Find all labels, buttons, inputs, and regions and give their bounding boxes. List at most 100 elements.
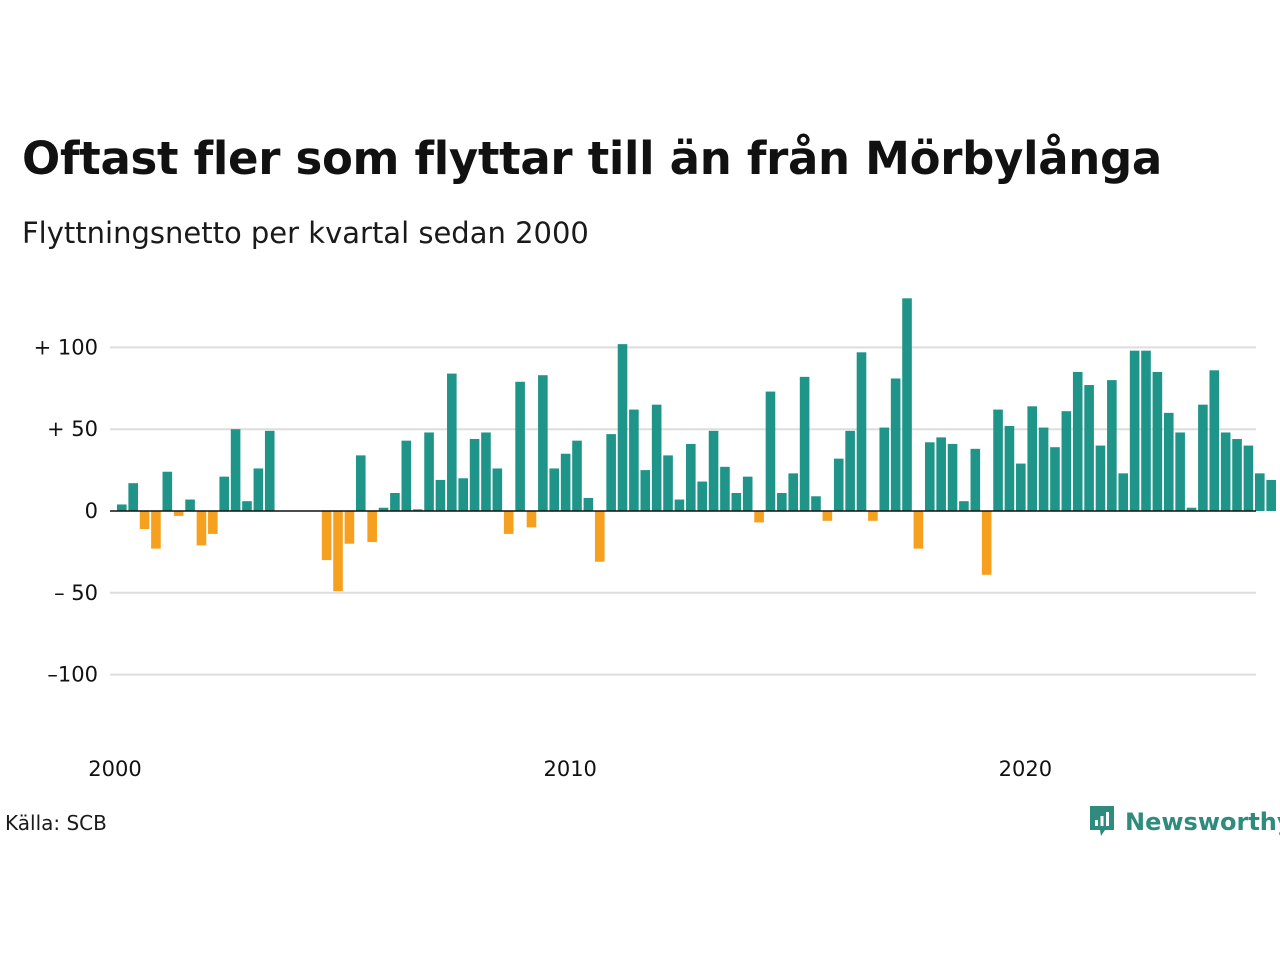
y-tick-label: – 50 — [54, 581, 98, 605]
bar-2024K4 — [1243, 445, 1254, 511]
bar-2013K1 — [708, 430, 719, 511]
bar-2022K2 — [1129, 350, 1140, 511]
bar-2007K4 — [469, 439, 480, 511]
bar-2006K4 — [424, 432, 434, 511]
bar-2018K3 — [959, 501, 969, 511]
bar-2020K2 — [1038, 427, 1049, 511]
source-note: Källa: SCB — [5, 811, 107, 835]
bar-2000K3 — [139, 511, 150, 529]
bar-2012K2 — [674, 499, 685, 511]
bar-2009K3 — [549, 468, 560, 511]
bar-2001K1 — [162, 471, 173, 511]
bar-2016K1 — [845, 430, 855, 511]
bar-2008K1 — [481, 432, 491, 511]
bar-2024K1 — [1209, 370, 1220, 511]
bars — [117, 298, 1276, 592]
bar-2015K4 — [833, 458, 844, 511]
bar-2004K4 — [333, 511, 343, 592]
bar-2018K1 — [936, 437, 946, 511]
bar-2005K3 — [367, 511, 377, 543]
bar-2019K3 — [1004, 425, 1015, 511]
bar-2024K3 — [1232, 439, 1242, 511]
y-tick-label: + 100 — [34, 335, 98, 359]
chart-subtitle: Flyttningsnetto per kvartal sedan 2000 — [22, 216, 589, 250]
bar-2002K3 — [230, 429, 241, 511]
bar-2022K4 — [1152, 371, 1163, 511]
bar-2009K4 — [560, 453, 571, 511]
bar-2018K4 — [970, 448, 981, 511]
bar-2011K2 — [629, 409, 639, 511]
bar-2006K2 — [401, 440, 412, 511]
newsworthy-logo-icon — [1090, 806, 1114, 836]
bar-2019K1 — [981, 511, 992, 575]
bar-2005K1 — [344, 511, 355, 544]
bar-2020K3 — [1050, 447, 1060, 511]
bar-2001K2 — [173, 511, 184, 516]
bar-2021K3 — [1095, 445, 1106, 511]
bar-2002K1 — [208, 511, 218, 534]
bar-2002K4 — [242, 501, 252, 511]
chart-title: Oftast fler som flyttar till än från Mör… — [22, 132, 1162, 185]
bar-2006K1 — [390, 493, 400, 511]
bar-2024K2 — [1220, 432, 1231, 511]
bar-2021K2 — [1084, 385, 1094, 511]
y-tick-label: –100 — [47, 663, 98, 687]
bar-2004K3 — [321, 511, 332, 561]
bar-2020K4 — [1061, 411, 1072, 511]
bar-2023K4 — [1198, 404, 1208, 511]
bar-2020K1 — [1027, 406, 1037, 511]
bar-2016K2 — [856, 352, 867, 511]
bar-2022K3 — [1141, 350, 1151, 511]
bar-2018K2 — [947, 443, 958, 511]
bar-2014K2 — [765, 391, 776, 511]
x-tick-label: 2010 — [543, 757, 596, 781]
bar-2023K1 — [1163, 412, 1174, 511]
x-axis-tick-labels: 2000 2010 2020 — [88, 757, 1052, 781]
bar-2021K4 — [1107, 380, 1117, 511]
bar-2003K2 — [264, 430, 275, 511]
bar-2016K3 — [868, 511, 878, 521]
bar-2008K3 — [503, 511, 514, 534]
bar-2007K3 — [458, 478, 468, 511]
bar-2005K4 — [378, 507, 389, 511]
y-tick-label: + 50 — [47, 417, 98, 441]
bar-2015K3 — [822, 511, 833, 521]
bar-2013K2 — [720, 466, 730, 511]
bar-2013K4 — [742, 476, 753, 511]
bar-2017K1 — [890, 378, 901, 511]
bar-2016K4 — [879, 427, 890, 511]
bar-2015K1 — [799, 376, 810, 511]
bar-undefined — [1266, 479, 1276, 511]
bar-2022K1 — [1118, 473, 1129, 511]
x-tick-label: 2000 — [88, 757, 141, 781]
bar-2006K3 — [412, 509, 423, 511]
bar-2012K3 — [686, 443, 696, 511]
bar-2000K2 — [128, 483, 138, 511]
brand: Newsworthy — [1087, 803, 1280, 841]
bar-2007K2 — [447, 373, 457, 511]
bar-2007K1 — [435, 479, 446, 511]
bar-2010K1 — [572, 440, 582, 511]
bar-2002K2 — [219, 476, 230, 511]
bar-2011K3 — [640, 470, 651, 511]
bar-2000K4 — [151, 511, 161, 549]
bar-2025K1 — [1255, 473, 1265, 511]
bar-2014K3 — [777, 493, 787, 511]
bar-2019K2 — [993, 409, 1003, 511]
bar-2008K2 — [492, 468, 503, 511]
bar-2001K3 — [185, 499, 195, 511]
bar-2011K1 — [617, 344, 628, 511]
bar-2003K1 — [253, 468, 264, 511]
bar-2010K3 — [594, 511, 605, 562]
bar-2023K2 — [1175, 432, 1185, 511]
bar-2001K4 — [196, 511, 207, 546]
bar-2021K1 — [1072, 371, 1083, 511]
x-tick-label: 2020 — [999, 757, 1052, 781]
y-axis-tick-labels: + 100 + 50 0 – 50 –100 — [34, 335, 98, 686]
bar-2023K3 — [1186, 507, 1197, 511]
bar-2017K2 — [902, 298, 912, 511]
bar-2012K1 — [663, 455, 673, 511]
bar-2014K1 — [754, 511, 764, 523]
bar-2010K2 — [583, 497, 594, 511]
